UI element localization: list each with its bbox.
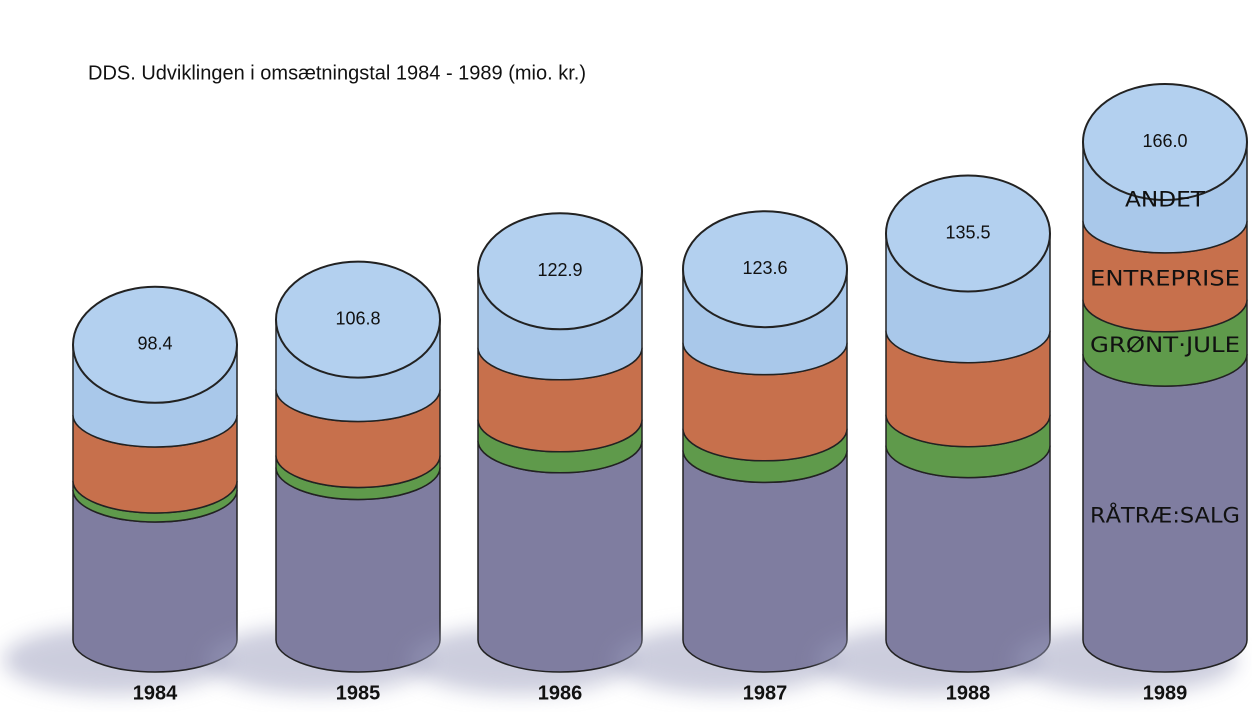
total-label: 123.6 [742, 258, 787, 278]
total-label: 135.5 [945, 222, 990, 242]
cylinder-cap [477, 212, 643, 331]
x-tick-label: 1988 [946, 682, 991, 704]
series-label: RÅTRÆ:SALG [1090, 501, 1240, 527]
total-label: 166.0 [1142, 131, 1187, 151]
series-label: ENTREPRISE [1090, 267, 1240, 291]
cylinder-segment [477, 440, 643, 673]
x-tick-label: 1987 [743, 682, 788, 704]
total-label: 98.4 [137, 334, 172, 354]
series-label: ANDET [1125, 188, 1205, 212]
x-tick-label: 1985 [336, 682, 381, 704]
cylinder-cap [682, 210, 848, 329]
chart-title: DDS. Udviklingen i omsætningstal 1984 - … [88, 62, 586, 84]
cylinder-cap [1082, 83, 1248, 201]
cylinder-segment [885, 445, 1051, 673]
x-tick-label: 1989 [1143, 682, 1188, 704]
series-label: GRØNT·JULE [1090, 333, 1240, 357]
cylinder-cap [885, 174, 1051, 293]
cylinder-segment [682, 450, 848, 673]
x-tick-label: 1984 [133, 682, 178, 704]
total-label: 122.9 [537, 260, 582, 280]
total-label: 106.8 [335, 308, 380, 328]
cylinder-cap [72, 285, 238, 404]
x-tick-label: 1986 [538, 682, 583, 704]
cylinder-cap [275, 260, 441, 379]
